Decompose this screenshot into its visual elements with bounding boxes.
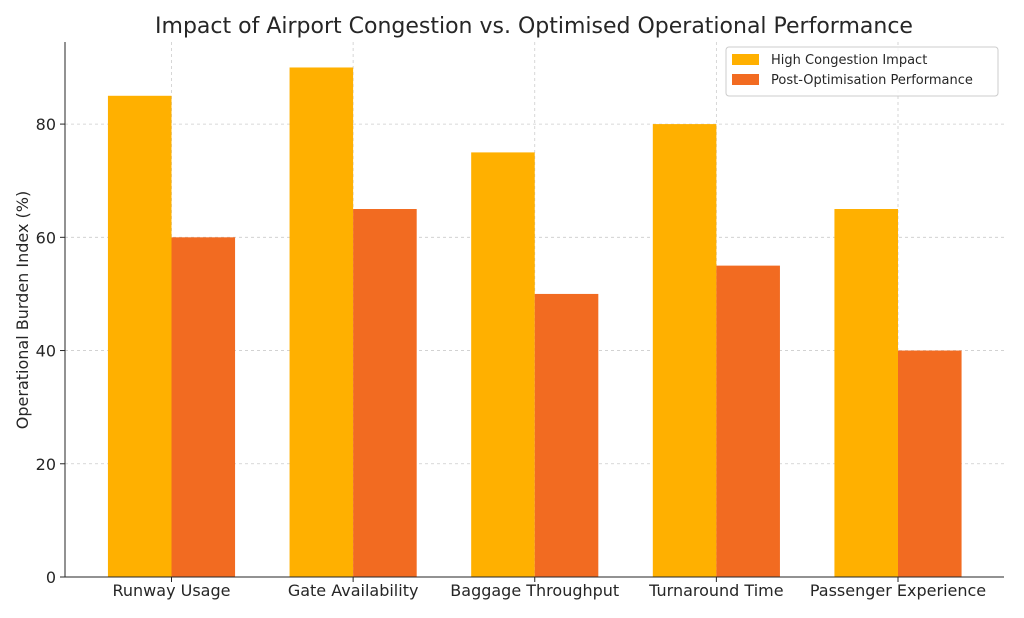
bar-high-congestion (289, 67, 354, 577)
y-axis-label: Operational Burden Index (%) (13, 191, 32, 429)
chart-title: Impact of Airport Congestion vs. Optimis… (155, 14, 913, 39)
legend-label: High Congestion Impact (771, 53, 927, 68)
bar-post-optimisation (898, 350, 962, 577)
bar-post-optimisation (353, 209, 417, 577)
x-tick-label: Gate Availability (288, 581, 419, 600)
legend: High Congestion Impact Post-Optimisation … (725, 46, 999, 97)
x-tick-label: Passenger Experience (810, 581, 986, 600)
x-tick-label: Baggage Throughput (450, 581, 619, 600)
y-tick-label: 80 (36, 115, 56, 134)
y-tick-label: 0 (46, 568, 56, 587)
bars-layer (107, 67, 962, 578)
bar-high-congestion (107, 95, 172, 577)
y-tick-label: 60 (36, 228, 56, 247)
legend-label: Post-Optimisation Performance (771, 73, 973, 88)
ticks-layer: 0 20 40 60 80 Runway Usage Gate Availability Ba… (36, 115, 987, 600)
bar-post-optimisation (534, 293, 599, 577)
legend-frame (725, 46, 999, 97)
y-tick-label: 20 (36, 455, 56, 474)
bar-post-optimisation (716, 265, 780, 577)
x-tick-label: Runway Usage (113, 581, 231, 600)
bar-high-congestion (652, 124, 717, 577)
legend-swatch (732, 74, 759, 85)
legend-swatch (732, 54, 759, 65)
bar-high-congestion (834, 209, 898, 577)
x-tick-label: Turnaround Time (648, 581, 783, 600)
bar-post-optimisation (171, 237, 236, 578)
bar-high-congestion (471, 152, 535, 577)
y-tick-label: 40 (36, 342, 56, 361)
